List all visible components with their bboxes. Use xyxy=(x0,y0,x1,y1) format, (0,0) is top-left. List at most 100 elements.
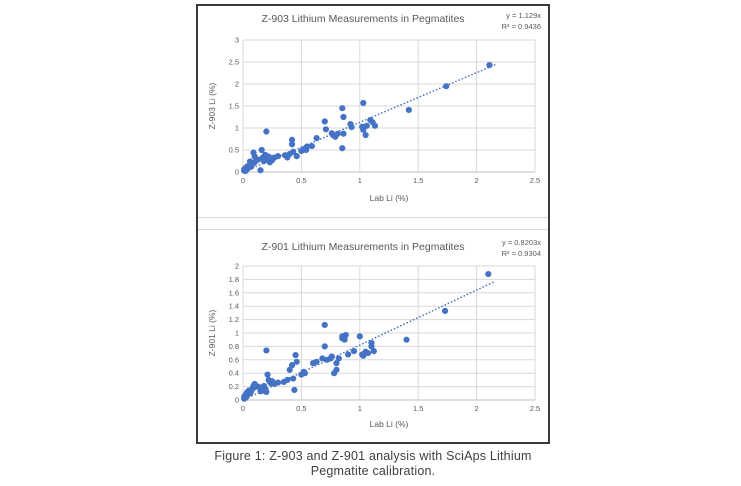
data-point xyxy=(322,126,330,133)
data-point xyxy=(485,270,492,278)
y-tick-label: 0.5 xyxy=(229,146,239,155)
y-tick-label: 2 xyxy=(235,80,239,89)
y-tick-label: 1.8 xyxy=(229,275,239,284)
y-tick-label: 1.6 xyxy=(229,288,239,297)
z901-y-axis-title: Z-901 Li (%) xyxy=(207,309,217,357)
data-point xyxy=(345,351,352,358)
figure-border-box: 0 0.5 1 1.5 2 2.5 0 0.5 1 1.5 2 2.5 3 Z-903 Lithium … xyxy=(196,4,550,444)
data-point xyxy=(288,136,296,143)
z903-scatter-plot: 0 0.5 1 1.5 2 2.5 0 0.5 1 1.5 2 2.5 3 xyxy=(229,36,541,186)
x-tick-label: 2 xyxy=(475,404,479,413)
data-point xyxy=(405,106,412,114)
trendline xyxy=(248,280,497,399)
x-tick-label: 2 xyxy=(475,176,479,185)
x-tick-label: 2.5 xyxy=(530,404,540,413)
y-tick-label: 1.5 xyxy=(229,102,239,111)
z901-x-axis-title: Lab Li (%) xyxy=(369,419,409,429)
data-point xyxy=(333,366,340,373)
figure-caption-line2: Pegmatite calibration. xyxy=(310,464,436,479)
data-point xyxy=(293,358,300,365)
x-tick-label: 1 xyxy=(358,176,362,185)
data-point xyxy=(340,130,347,137)
y-tick-label: 0.2 xyxy=(229,382,239,391)
x-tick-label: 0.5 xyxy=(296,404,306,413)
z903-r-squared-text: R² = 0.9436 xyxy=(501,21,541,31)
data-point xyxy=(292,352,299,359)
data-point xyxy=(360,126,367,133)
data-point xyxy=(363,122,370,129)
data-point xyxy=(371,122,379,129)
data-point xyxy=(441,307,449,314)
data-point xyxy=(290,148,297,155)
data-point xyxy=(263,388,270,396)
x-tick-label: 0 xyxy=(241,176,245,185)
x-tick-label: 1 xyxy=(358,404,362,413)
figure-caption-line1: Figure 1: Z-903 and Z-901 analysis with … xyxy=(214,449,532,463)
data-point xyxy=(313,358,320,365)
x-tick-label: 2.5 xyxy=(530,176,540,185)
z903-equation-text: y = 1.129x xyxy=(506,11,541,20)
x-tick-label: 1.5 xyxy=(413,404,423,413)
data-point xyxy=(321,343,328,350)
data-point xyxy=(288,362,296,369)
data-point xyxy=(257,167,264,174)
z903-y-axis-title: Z-903 Li (%) xyxy=(207,82,217,130)
x-tick-label: 0.5 xyxy=(296,176,306,185)
data-point xyxy=(321,118,328,125)
data-point xyxy=(339,145,346,152)
data-point xyxy=(293,153,300,160)
data-point xyxy=(340,113,347,121)
data-point xyxy=(313,135,320,142)
x-tick-label: 0 xyxy=(241,404,245,413)
data-point xyxy=(350,347,358,355)
data-point xyxy=(308,142,316,150)
y-tick-label: 3 xyxy=(235,36,239,45)
z901-equation-text: y = 0.8203x xyxy=(502,238,541,247)
data-point xyxy=(368,339,375,347)
z903-chart-panel: 0 0.5 1 1.5 2 2.5 0 0.5 1 1.5 2 2.5 3 Z-903 Lithium … xyxy=(198,6,548,218)
y-tick-label: 0 xyxy=(235,168,239,177)
data-point xyxy=(255,156,262,163)
data-point xyxy=(328,353,335,360)
data-point xyxy=(263,347,270,354)
data-point xyxy=(362,131,369,139)
data-point xyxy=(348,124,355,131)
data-point xyxy=(288,141,296,148)
y-tick-label: 1 xyxy=(235,124,239,133)
data-point xyxy=(335,355,342,362)
z903-x-axis-title: Lab Li (%) xyxy=(369,193,409,203)
data-point xyxy=(319,355,326,362)
data-point xyxy=(286,366,293,373)
data-point xyxy=(341,336,348,343)
data-point xyxy=(290,375,297,382)
y-tick-label: 2 xyxy=(235,262,239,271)
y-tick-label: 2.5 xyxy=(229,58,239,67)
data-point xyxy=(321,321,328,329)
y-tick-label: 0 xyxy=(235,396,239,405)
data-point xyxy=(356,333,363,340)
data-point xyxy=(304,143,311,150)
z903-chart-title: Z-903 Lithium Measurements in Pegmatites xyxy=(261,13,465,25)
z901-r-squared-text: R² = 0.9304 xyxy=(501,248,541,258)
data-point xyxy=(443,83,450,90)
data-point xyxy=(370,347,377,355)
z901-scatter-plot: 0 0.5 1 1.5 2 2.5 0 0.2 0.4 0.6 0.8 1 1.2 1.4 1.6 1.8 2 xyxy=(229,262,541,414)
z901-chart-title: Z-901 Lithium Measurements in Pegmatites xyxy=(261,241,465,253)
data-point xyxy=(333,360,340,367)
z903-trendline-equation: y = 1.129x R² = 0.9436 xyxy=(502,11,541,32)
data-point xyxy=(403,336,410,343)
data-point xyxy=(284,376,291,383)
y-tick-label: 0.6 xyxy=(229,355,239,364)
data-point xyxy=(258,146,265,154)
data-point xyxy=(334,130,341,137)
data-point xyxy=(264,371,271,378)
data-point xyxy=(360,99,367,107)
y-tick-label: 1.4 xyxy=(229,302,239,311)
z901-chart-panel: 0 0.5 1 1.5 2 2.5 0 0.2 0.4 0.6 0.8 1 1.2 1.4 1.6 1.8 2 … xyxy=(198,229,548,435)
data-point xyxy=(486,61,493,69)
data-point xyxy=(274,379,282,386)
data-point xyxy=(339,105,346,112)
figure-caption: Figure 1: Z-903 and Z-901 analysis with … xyxy=(196,449,550,480)
data-point xyxy=(364,350,372,357)
data-point xyxy=(274,153,282,160)
